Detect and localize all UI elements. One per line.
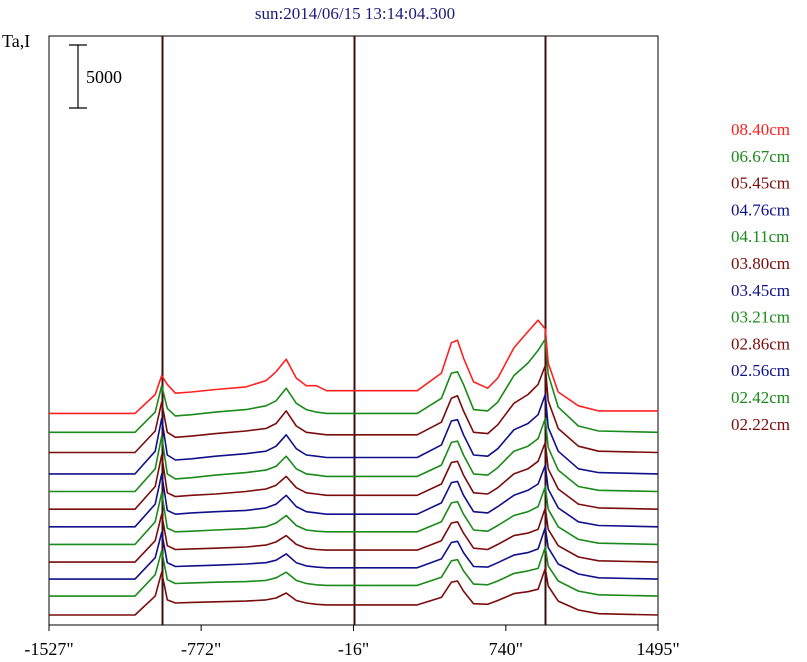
x-tick-label: 740": [489, 639, 523, 659]
y-axis-label: Ta,I: [2, 31, 30, 51]
x-tick-label: -1527": [24, 639, 73, 659]
series-line-03.80cm: [49, 441, 659, 511]
series-line-02.22cm: [49, 567, 659, 616]
series-line-04.76cm: [49, 393, 659, 475]
series-line-05.45cm: [49, 364, 659, 454]
legend-entry-06.67cm: 06.67cm: [731, 147, 790, 166]
legend-entry-03.80cm: 03.80cm: [731, 254, 790, 273]
scale-bar: [69, 44, 87, 109]
series-line-02.86cm: [49, 507, 659, 563]
series-line-03.21cm: [49, 485, 659, 546]
scale-bar-label: 5000: [86, 67, 122, 87]
series-line-03.45cm: [49, 464, 659, 528]
series-line-06.67cm: [49, 338, 659, 434]
legend-entry-03.21cm: 03.21cm: [731, 308, 790, 327]
series-line-02.56cm: [49, 526, 659, 580]
legend-entry-03.45cm: 03.45cm: [731, 281, 790, 300]
series-line-04.11cm: [49, 417, 659, 493]
vertical-markers: [161, 36, 547, 625]
x-tick-label: -772": [181, 639, 221, 659]
legend-entry-02.42cm: 02.42cm: [731, 388, 790, 407]
series-line-02.42cm: [49, 546, 659, 597]
x-axis-ticks: -1527" -772" -16" 740" 1495": [24, 625, 680, 659]
series-line-08.40cm: [49, 319, 658, 415]
legend-entry-02.86cm: 02.86cm: [731, 334, 790, 353]
legend-entry-04.76cm: 04.76cm: [731, 200, 790, 219]
x-tick-label: -16": [338, 639, 369, 659]
chart-title: sun:2014/06/15 13:14:04.300: [255, 4, 455, 23]
legend-entry-02.56cm: 02.56cm: [731, 361, 790, 380]
legend-entry-02.22cm: 02.22cm: [731, 415, 790, 434]
x-tick-label: 1495": [636, 639, 679, 659]
legend: 08.40cm 06.67cm 05.45cm 04.76cm 04.11cm 03.80…: [731, 120, 790, 434]
legend-entry-04.11cm: 04.11cm: [731, 227, 789, 246]
legend-entry-08.40cm: 08.40cm: [731, 120, 790, 139]
series-lines: [49, 319, 659, 616]
legend-entry-05.45cm: 05.45cm: [731, 174, 790, 193]
